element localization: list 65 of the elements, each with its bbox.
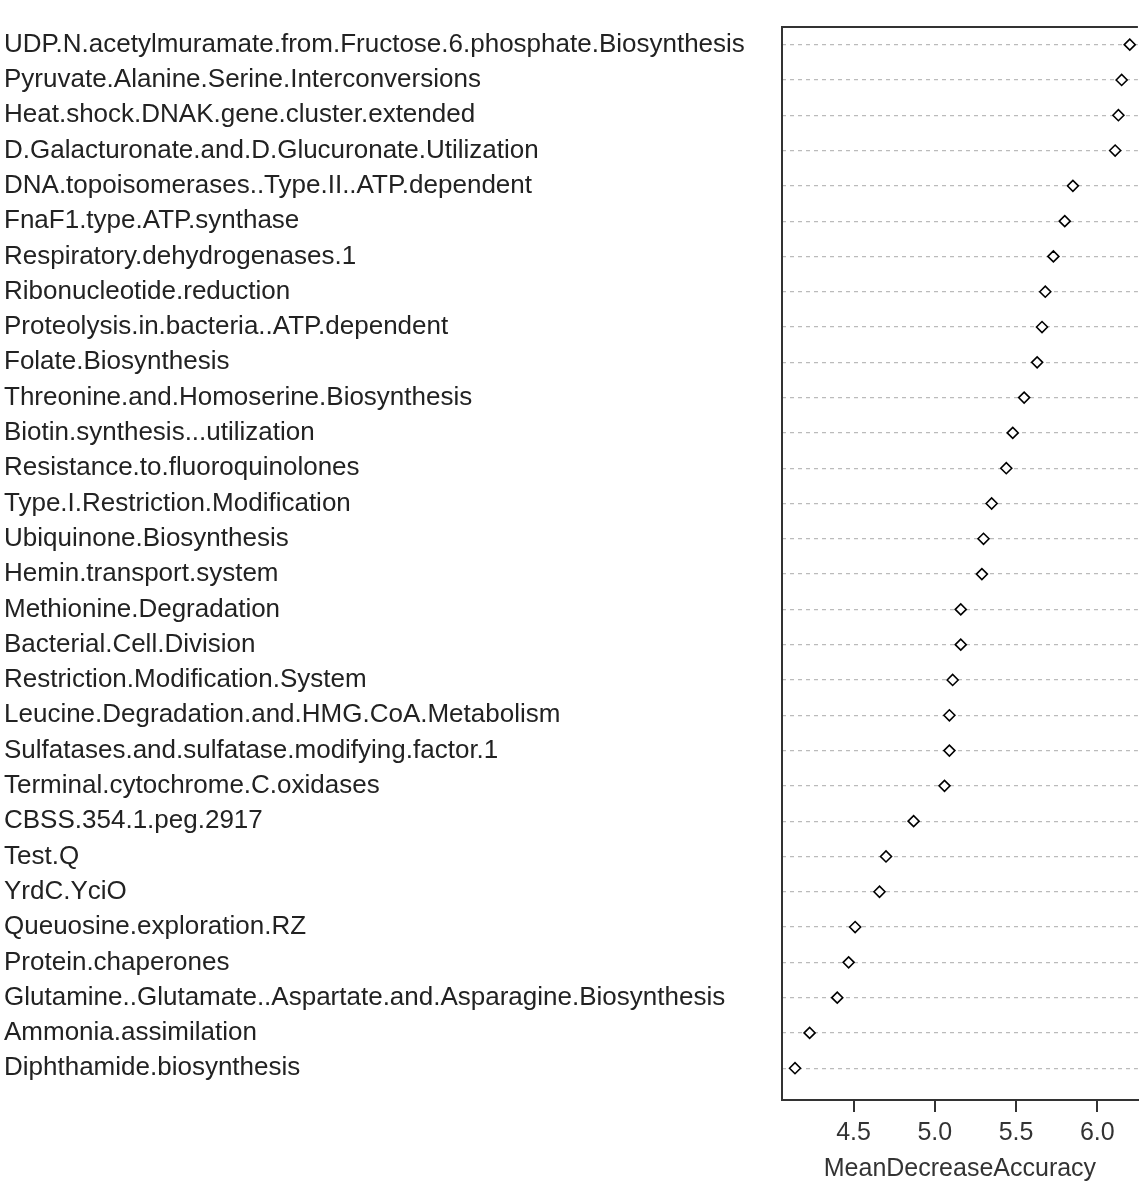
y-tick-label: Glutamine..Glutamate..Aspartate.and.Asparagine.Biosynthesis [4,980,726,1011]
y-tick-label: Threonine.and.Homoserine.Biosynthesis [4,380,473,411]
point [977,532,990,546]
y-tick-label: YrdC.YciO [4,874,127,905]
y-tick-label: Test.Q [4,839,80,870]
point [1038,285,1052,299]
point [848,920,862,934]
point [938,779,951,793]
point [1115,73,1128,87]
x-tick-label: 5.5 [998,1116,1034,1145]
point [946,673,959,687]
point [1058,214,1072,228]
y-tick-label: FnaF1.type.ATP.synthase [4,204,300,235]
x-tick-label: 5.0 [917,1116,953,1145]
x-axis-title: MeanDecreaseAccuracy [823,1152,1097,1181]
y-tick-label: Biotin.synthesis...utilization [4,416,315,447]
x-tick-label: 6.0 [1079,1116,1115,1145]
y-tick-label: Proteolysis.in.bacteria..ATP.dependent [4,310,449,341]
point [985,497,998,510]
y-tick-label: Protein.chaperones [4,945,230,976]
y-tick-label: Resistance.to.fluoroquinolones [4,451,360,482]
point [830,991,844,1004]
y-tick-label: Type.I.Restriction.Modification [4,486,351,517]
y-tick-label: Methionine.Degradation [4,592,281,623]
y-tick-label: Queuosine.exploration.RZ [4,910,307,941]
point [1035,320,1049,334]
y-tick-label: Ammonia.assimilation [4,1016,257,1047]
point [1006,426,1020,440]
point [954,638,968,651]
point [1108,144,1122,157]
point [1112,108,1125,122]
y-tick-label: Diphthamide.biosynthesis [4,1051,301,1082]
y-tick-label: Ribonucleotide.reduction [4,274,291,305]
y-tick-label: DNA.topoisomerases..Type.II..ATP.dependent [4,169,533,199]
y-tick-label: Terminal.cytochrome.C.oxidases [4,769,380,800]
y-tick-label: Sulfatases.and.sulfatase.modifying.factor.1 [4,733,499,764]
y-tick-label: Hemin.transport.system [4,557,279,588]
x-tick-label: 4.5 [836,1116,871,1145]
point [943,708,956,722]
y-tick-label: Pyruvate.Alanine.Serine.Interconversions [4,63,481,94]
y-tick-label: Restriction.Modification.System [4,663,367,694]
point [907,814,920,828]
y-tick-label: Heat.shock.DNAK.gene.cluster.extended [4,98,476,129]
y-tick-label: Ubiquinone.Biosynthesis [4,521,289,552]
point [842,956,855,969]
point [1017,391,1031,404]
y-tick-label: CBSS.354.1.peg.2917 [4,804,263,835]
point [873,885,886,899]
point [1066,179,1080,193]
y-tick-label: D.Galacturonate.and.D.Glucuronate.Utilization [4,133,539,164]
point [803,1026,816,1040]
y-tick-label: UDP.N.acetylmuramate.from.Fructose.6.phosphate.Biosynthesis [4,27,745,58]
point [1047,250,1060,263]
y-tick-label: Bacterial.Cell.Division [4,627,256,658]
point [788,1061,802,1075]
point [1030,356,1044,369]
y-tick-label: Respiratory.dehydrogenases.1 [4,239,357,270]
point [975,567,989,581]
point [1123,38,1137,51]
point [954,603,968,616]
point [999,461,1013,475]
y-tick-label: Folate.Biosynthesis [4,345,230,376]
point [943,744,956,757]
y-tick-label: Leucine.Degradation.and.HMG.CoA.Metabolism [4,698,561,729]
point [879,850,893,863]
